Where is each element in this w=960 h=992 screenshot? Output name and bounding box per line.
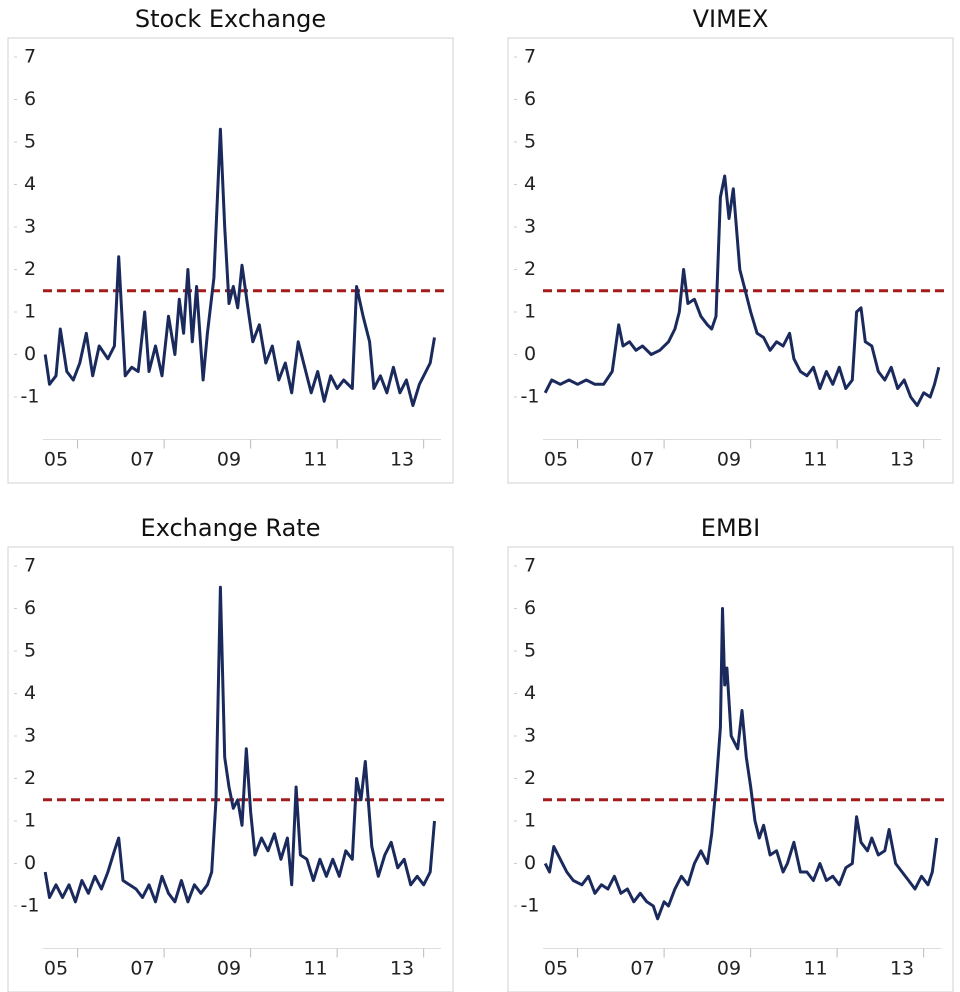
series-line — [43, 585, 436, 904]
y-tick-label: 0 — [24, 343, 36, 365]
x-tick-label: 07 — [130, 449, 154, 471]
y-tick-label: 6 — [524, 88, 536, 110]
y-tick-label: 2 — [524, 258, 536, 280]
y-tick-label: 1 — [524, 810, 536, 832]
chart-title: Exchange Rate — [141, 514, 321, 542]
y-tick-label: 0 — [24, 852, 36, 874]
x-tick-label: 11 — [303, 958, 327, 980]
series-line — [543, 174, 941, 407]
x-tick-label: 13 — [890, 449, 914, 471]
y-tick-label: 6 — [24, 597, 36, 619]
y-tick-label: -1 — [21, 895, 40, 917]
y-tick-label: 5 — [24, 640, 36, 662]
chart-panel: VIMEX -1 0 1 2 3 4 5 6 7 05 07 09 11 13 — [507, 5, 954, 484]
chart-panel: Stock Exchange -1 0 1 2 3 4 5 6 7 05 07 09 11 13 — [7, 5, 454, 484]
x-tick-label: 07 — [130, 958, 154, 980]
y-tick-label: 2 — [524, 767, 536, 789]
y-tick-label: 5 — [524, 640, 536, 662]
y-tick-label: 3 — [24, 216, 36, 238]
y-tick-label: 4 — [24, 173, 36, 195]
x-tick-label: 07 — [630, 958, 654, 980]
y-tick-label: 7 — [24, 555, 36, 577]
y-tick-label: 6 — [524, 597, 536, 619]
y-tick-label: -1 — [21, 386, 40, 408]
series-line — [543, 607, 939, 921]
plot-frame — [507, 37, 954, 484]
y-tick-label: 3 — [24, 725, 36, 747]
plot-frame — [507, 546, 954, 992]
y-tick-label: -1 — [521, 386, 540, 408]
x-tick-label: 11 — [803, 449, 827, 471]
chart-panel: Exchange Rate -1 0 1 2 3 4 5 6 7 05 07 09 11 13 — [7, 514, 454, 992]
x-tick-label: 13 — [890, 958, 914, 980]
x-tick-label: 11 — [803, 958, 827, 980]
y-tick-label: -1 — [521, 895, 540, 917]
y-tick-label: 5 — [524, 131, 536, 153]
y-tick-label: 0 — [524, 852, 536, 874]
x-tick-label: 11 — [303, 449, 327, 471]
y-tick-label: 3 — [524, 216, 536, 238]
chart-title: Stock Exchange — [135, 5, 326, 33]
y-tick-label: 7 — [524, 46, 536, 68]
y-tick-label: 0 — [524, 343, 536, 365]
y-tick-label: 2 — [24, 258, 36, 280]
x-tick-label: 09 — [217, 449, 241, 471]
x-tick-label: 05 — [44, 958, 68, 980]
y-tick-label: 1 — [24, 810, 36, 832]
series-line — [43, 127, 436, 407]
y-tick-label: 4 — [24, 682, 36, 704]
chart-title: EMBI — [701, 514, 760, 542]
y-tick-label: 1 — [24, 301, 36, 323]
x-tick-label: 05 — [544, 449, 568, 471]
x-tick-label: 07 — [630, 449, 654, 471]
y-tick-label: 5 — [24, 131, 36, 153]
chart-title: VIMEX — [693, 5, 769, 33]
x-tick-label: 09 — [717, 449, 741, 471]
x-tick-label: 13 — [390, 958, 414, 980]
y-tick-label: 1 — [524, 301, 536, 323]
x-tick-label: 09 — [217, 958, 241, 980]
y-tick-label: 4 — [524, 682, 536, 704]
y-tick-label: 4 — [524, 173, 536, 195]
y-tick-label: 7 — [524, 555, 536, 577]
y-tick-label: 7 — [24, 46, 36, 68]
x-tick-label: 13 — [390, 449, 414, 471]
y-tick-label: 2 — [24, 767, 36, 789]
chart-panel: EMBI -1 0 1 2 3 4 5 6 7 05 07 09 11 13 — [507, 514, 954, 992]
x-tick-label: 09 — [717, 958, 741, 980]
x-tick-label: 05 — [544, 958, 568, 980]
x-tick-label: 05 — [44, 449, 68, 471]
y-tick-label: 6 — [24, 88, 36, 110]
plot-frame — [7, 37, 454, 484]
plot-frame — [7, 546, 454, 992]
y-tick-label: 3 — [524, 725, 536, 747]
